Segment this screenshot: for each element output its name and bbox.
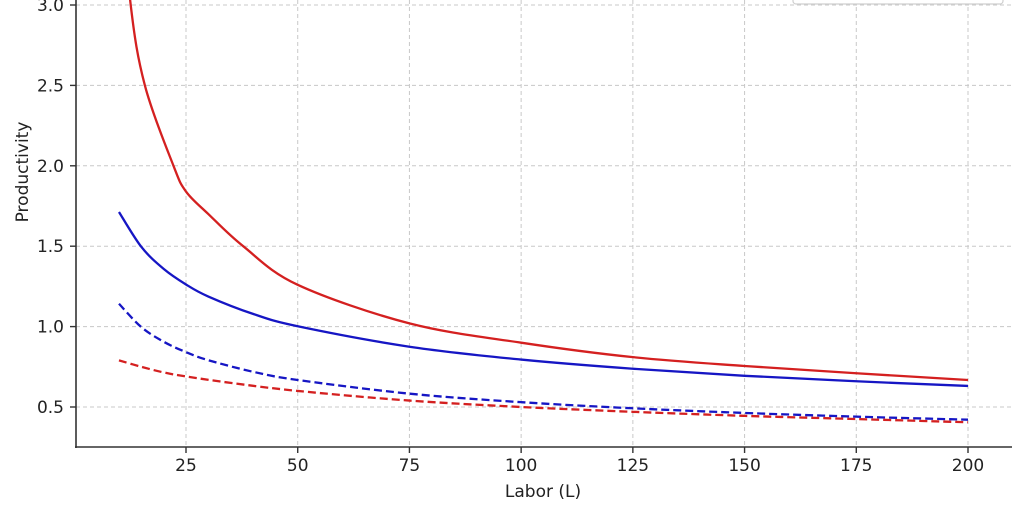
legend-box	[792, 0, 1004, 5]
series-lines	[118, 0, 969, 424]
x-tick-label: 75	[399, 456, 421, 476]
y-tick-label: 1.5	[37, 237, 64, 257]
series-line-4-dashed	[118, 359, 969, 424]
y-tick-label: 1.0	[37, 318, 64, 338]
y-tick-label: 3.0	[37, 0, 64, 16]
x-tick-label: 50	[287, 456, 309, 476]
x-tick-label: 200	[952, 456, 984, 476]
x-tick-label: 100	[505, 456, 537, 476]
x-axis-label: Labor (L)	[505, 482, 581, 502]
y-tick-label: 2.5	[37, 76, 64, 96]
x-tick-label: 150	[728, 456, 760, 476]
y-axis-label: Productivity	[13, 122, 33, 223]
series-line-2-solid	[118, 211, 969, 388]
series-line-1-solid	[128, 0, 969, 382]
ticks: 25 50 75 100 125 150 175 200 0.5 1.0 1.5 2.0 2.5 3.0	[37, 0, 984, 476]
x-tick-label: 125	[617, 456, 649, 476]
y-tick-label: 0.5	[37, 398, 64, 418]
series-line-3-dashed	[118, 302, 969, 421]
x-tick-label: 25	[175, 456, 197, 476]
y-tick-label: 2.0	[37, 157, 64, 177]
x-tick-label: 175	[840, 456, 872, 476]
